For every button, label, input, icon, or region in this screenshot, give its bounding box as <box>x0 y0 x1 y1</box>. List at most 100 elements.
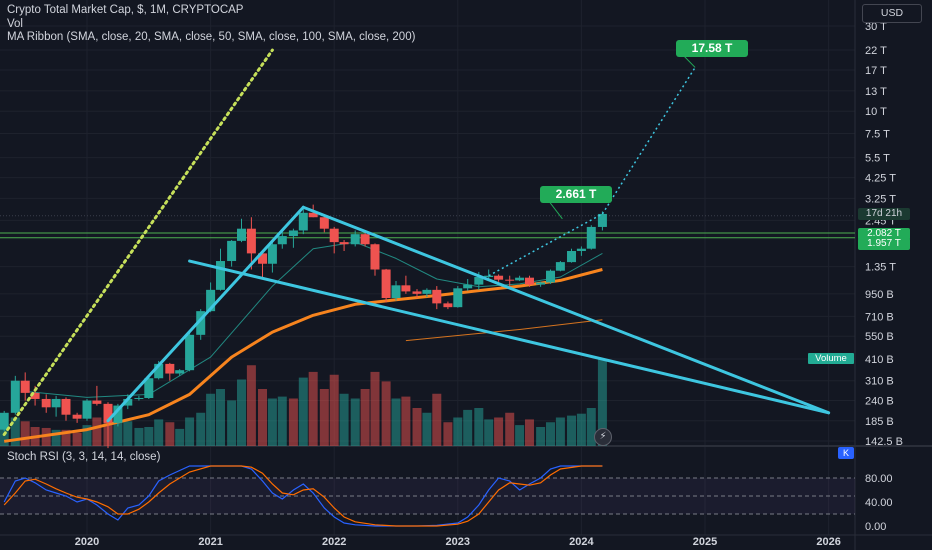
y-tick-label: 10 T <box>865 106 887 118</box>
candle <box>391 281 401 301</box>
candle-body <box>422 289 432 294</box>
candle <box>597 211 607 231</box>
volume-bar <box>339 393 349 446</box>
candle-body <box>524 277 534 285</box>
candle-body <box>10 380 20 413</box>
candle-body <box>215 261 225 290</box>
ma-ribbon-label: MA Ribbon (SMA, close, 20, SMA, close, 5… <box>7 31 416 43</box>
candle <box>288 228 298 248</box>
volume-tag: Volume <box>808 353 854 364</box>
candle <box>453 286 463 308</box>
volume-bar <box>329 374 339 446</box>
x-tick-label: 2022 <box>322 536 346 548</box>
candle <box>0 410 9 432</box>
volume-bar <box>453 417 463 446</box>
candle-body <box>443 303 453 308</box>
y-tick-label: 410 B <box>865 354 894 366</box>
volume-bar <box>370 371 380 446</box>
candle-body <box>586 226 596 249</box>
candle <box>298 207 308 235</box>
volume-bar <box>246 365 256 446</box>
volume-bar <box>61 429 71 446</box>
candle-body <box>391 285 401 299</box>
candle-body <box>370 244 380 270</box>
candle <box>422 288 432 298</box>
volume-bar <box>175 428 185 446</box>
x-tick-label: 2021 <box>198 536 222 548</box>
rsi-tick-label: 40.00 <box>865 497 893 509</box>
candle-body <box>258 253 268 264</box>
candle <box>319 215 329 233</box>
volume-bar <box>381 381 391 446</box>
volume-bar <box>215 389 225 446</box>
candle <box>381 268 391 303</box>
volume-bar <box>586 408 596 446</box>
current-price-callout: 2.661 T <box>540 186 612 203</box>
candle-body <box>82 400 92 419</box>
candle <box>484 269 494 280</box>
trendline <box>188 259 831 415</box>
volume-bar <box>165 422 175 446</box>
candle <box>524 275 534 287</box>
candle <box>267 240 277 273</box>
candle-body <box>329 228 339 243</box>
volume-bar <box>72 432 82 446</box>
candle-body <box>61 398 71 415</box>
candle-body <box>474 277 484 285</box>
volume-bar <box>505 412 515 446</box>
volume-bar <box>41 427 51 446</box>
candle-body <box>505 279 515 281</box>
candle <box>546 269 555 284</box>
volume-bar <box>443 422 453 446</box>
candle <box>41 394 51 413</box>
volume-bar <box>258 389 268 446</box>
candle <box>463 279 473 291</box>
volume-bar <box>515 425 525 446</box>
k-button[interactable]: K <box>838 447 854 459</box>
volume-bar <box>154 419 164 446</box>
volume-bar <box>277 396 287 446</box>
candle-body <box>567 251 577 263</box>
candle-body <box>185 334 195 371</box>
candle-body <box>51 398 61 408</box>
candle-body <box>92 400 102 404</box>
candle-body <box>144 378 154 399</box>
candle <box>360 232 370 247</box>
volume-bar <box>401 396 411 446</box>
volume-bar <box>20 421 30 446</box>
volume-bar <box>185 417 195 446</box>
x-tick-label: 2020 <box>75 536 99 548</box>
projection-line <box>488 213 603 277</box>
volume-bar <box>360 389 370 446</box>
candle <box>72 412 82 423</box>
x-tick-label: 2025 <box>693 536 717 548</box>
lightning-icon[interactable]: ⚡ <box>594 428 612 446</box>
candle-body <box>175 370 185 374</box>
volume-bar <box>298 377 308 446</box>
volume-bar <box>432 393 442 446</box>
volume-bar <box>319 389 329 446</box>
candle-body <box>154 363 164 379</box>
candle <box>196 309 206 340</box>
y-tick-label: 7.5 T <box>865 129 890 141</box>
y-tick-label: 240 B <box>865 396 894 408</box>
x-tick-label: 2026 <box>816 536 840 548</box>
volume-bar <box>597 358 607 446</box>
candle-body <box>381 269 391 299</box>
x-tick-label: 2024 <box>569 536 594 548</box>
candle <box>536 281 546 287</box>
rsi-tick-label: 80.00 <box>865 473 893 485</box>
volume-bar <box>484 419 494 446</box>
candle <box>82 398 92 421</box>
currency-button[interactable]: USD <box>862 4 922 23</box>
candle-body <box>196 311 206 335</box>
volume-bar <box>391 398 401 446</box>
y-tick-label: 710 B <box>865 311 894 323</box>
candle-body <box>237 228 246 241</box>
candle-body <box>515 277 525 281</box>
candle <box>555 261 565 272</box>
volume-bar <box>536 427 546 446</box>
volume-bar <box>51 429 61 446</box>
